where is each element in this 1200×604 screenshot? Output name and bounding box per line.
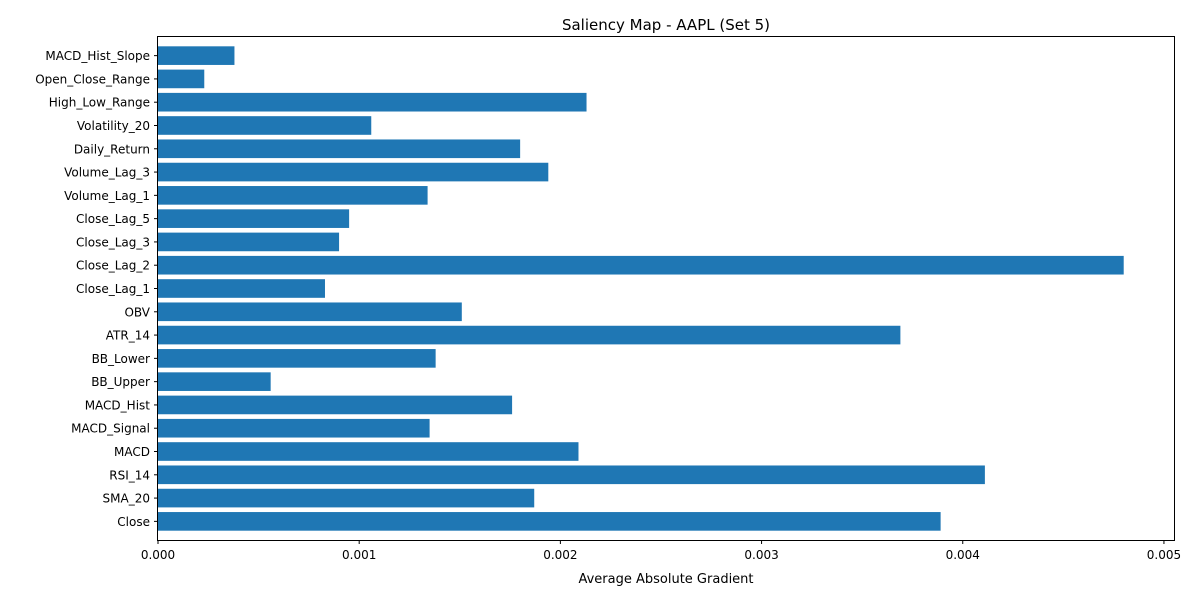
x-tick-label: 0.002 xyxy=(543,548,577,562)
x-axis-label: Average Absolute Gradient xyxy=(578,572,753,587)
bars-group xyxy=(158,46,1124,531)
bar-macd-hist xyxy=(158,395,513,415)
bar-volume-lag-3 xyxy=(158,162,549,182)
y-tick-label: Close_Lag_1 xyxy=(76,282,150,296)
bar-volatility-20 xyxy=(158,116,372,135)
y-tick-label: MACD_Hist xyxy=(85,398,151,412)
y-tick-label: Open_Close_Range xyxy=(35,72,150,86)
bar-obv xyxy=(158,302,462,322)
bar-sma-20 xyxy=(158,488,535,508)
y-tick-label: BB_Upper xyxy=(91,375,150,389)
bar-bb-lower xyxy=(158,349,436,368)
y-tick-label: ATR_14 xyxy=(106,329,150,343)
bar-volume-lag-1 xyxy=(158,186,428,205)
x-tick-label: 0.004 xyxy=(946,548,980,562)
y-tick-label: Close_Lag_5 xyxy=(76,212,150,226)
y-tick-label: Daily_Return xyxy=(74,142,150,156)
bar-macd-signal xyxy=(158,418,430,438)
chart-title: Saliency Map - AAPL (Set 5) xyxy=(562,16,770,34)
y-tick-labels: Close SMA_20 RSI_14 MACD MACD_Signal MACD_His… xyxy=(35,49,158,529)
x-ticks: 0.000 0.001 0.002 0.003 0.004 0.005 xyxy=(141,540,1181,562)
y-tick-label: MACD xyxy=(114,445,150,459)
plot-frame xyxy=(157,36,1175,541)
bar-close xyxy=(158,512,941,531)
bar-high-low-range xyxy=(158,92,587,112)
bar-close-lag-3 xyxy=(158,232,340,252)
bar-macd xyxy=(158,442,579,461)
y-tick-label: MACD_Signal xyxy=(71,422,150,436)
y-tick-label: OBV xyxy=(124,305,150,319)
x-tick-label: 0.000 xyxy=(141,548,175,562)
y-tick-label: High_Low_Range xyxy=(49,96,150,110)
bar-close-lag-1 xyxy=(158,279,325,298)
bar-close-lag-5 xyxy=(158,209,350,228)
bar-atr-14 xyxy=(158,325,901,345)
y-tick-label: Volume_Lag_1 xyxy=(64,189,150,203)
bar-open-close-range xyxy=(158,69,205,89)
y-tick-label: Volume_Lag_3 xyxy=(64,166,150,180)
x-tick-label: 0.005 xyxy=(1147,548,1181,562)
bar-rsi-14 xyxy=(158,465,985,485)
y-tick-label: SMA_20 xyxy=(103,492,150,506)
y-tick-label: Volatility_20 xyxy=(77,119,150,133)
y-tick-label: MACD_Hist_Slope xyxy=(45,49,150,63)
y-tick-label: BB_Lower xyxy=(92,352,150,366)
x-tick-label: 0.003 xyxy=(744,548,778,562)
bar-daily-return xyxy=(158,139,521,159)
y-tick-label: RSI_14 xyxy=(109,468,150,482)
bar-macd-hist-slope xyxy=(158,46,235,65)
y-tick-label: Close xyxy=(117,515,150,529)
x-tick-label: 0.001 xyxy=(342,548,376,562)
bar-bb-upper xyxy=(158,372,271,391)
bar-close-lag-2 xyxy=(158,255,1124,275)
y-tick-label: Close_Lag_2 xyxy=(76,259,150,273)
y-tick-label: Close_Lag_3 xyxy=(76,235,150,249)
